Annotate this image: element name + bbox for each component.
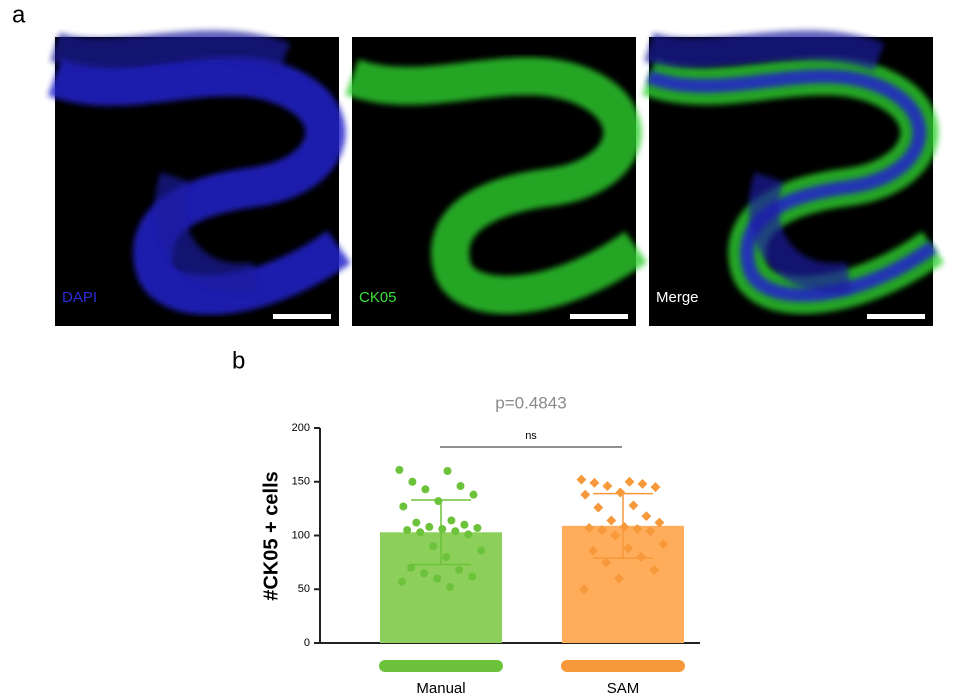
image-label: DAPI — [62, 289, 97, 306]
legend-swatch — [379, 660, 503, 672]
data-point — [447, 516, 456, 525]
data-point — [398, 577, 406, 586]
legend-swatch — [561, 660, 685, 672]
data-point — [469, 490, 478, 499]
data-point — [407, 563, 416, 572]
data-point — [580, 489, 591, 500]
data-point — [455, 565, 464, 574]
data-point — [395, 465, 404, 474]
data-point — [649, 564, 660, 575]
data-point — [464, 530, 473, 539]
data-point — [628, 500, 639, 511]
data-point — [403, 526, 412, 535]
data-point — [589, 477, 600, 488]
data-point — [615, 487, 626, 498]
p-value: p=0.4843 — [495, 393, 566, 412]
data-point — [416, 528, 425, 537]
data-point — [658, 539, 669, 550]
data-point — [601, 557, 612, 568]
data-point — [624, 476, 635, 487]
tissue-signal — [50, 30, 291, 294]
data-point — [399, 502, 408, 511]
data-point — [443, 467, 452, 475]
y-tick-label: 200 — [292, 422, 310, 434]
micrograph: Merge — [642, 30, 945, 326]
panel-label: a — [12, 1, 26, 28]
data-point — [637, 478, 648, 489]
data-point — [412, 518, 421, 527]
data-point — [650, 482, 661, 493]
x-tick-label: Manual — [416, 680, 465, 697]
data-point — [477, 546, 486, 555]
data-point — [451, 527, 460, 536]
data-point — [654, 517, 665, 528]
data-point — [433, 574, 442, 583]
data-point — [429, 542, 438, 551]
data-point — [593, 502, 604, 513]
data-point — [602, 481, 613, 491]
y-axis-label: #CK05 + cells — [260, 471, 282, 601]
data-point — [579, 584, 589, 595]
data-point — [473, 523, 482, 532]
tissue-signal — [646, 69, 938, 302]
data-point — [408, 477, 417, 486]
data-point — [420, 569, 429, 578]
data-point — [442, 553, 451, 561]
data-point — [460, 520, 469, 529]
data-point — [468, 572, 477, 581]
data-point — [584, 523, 595, 533]
data-point — [623, 543, 634, 554]
image-label: Merge — [656, 289, 699, 306]
data-point — [614, 573, 625, 584]
data-point — [636, 552, 647, 562]
data-point — [645, 526, 656, 537]
data-point — [425, 522, 434, 531]
data-point — [641, 511, 652, 522]
micrograph: DAPI — [47, 30, 351, 326]
y-tick-label: 100 — [292, 529, 310, 541]
data-point — [606, 515, 617, 526]
tissue-signal — [644, 30, 885, 294]
micrograph: CK05 — [345, 37, 648, 326]
significance-label: ns — [525, 430, 537, 442]
y-tick-label: 0 — [304, 637, 310, 649]
scale-bar — [570, 314, 628, 319]
y-tick-label: 50 — [298, 583, 310, 595]
data-point — [438, 525, 447, 534]
x-tick-label: SAM — [607, 680, 640, 697]
data-point — [576, 474, 587, 485]
data-point — [446, 583, 455, 592]
data-point — [456, 482, 465, 491]
data-point — [610, 530, 621, 541]
data-point — [597, 525, 608, 536]
scale-bar — [867, 314, 925, 319]
data-point — [421, 485, 430, 494]
data-point — [588, 545, 599, 556]
tissue-signal — [47, 56, 351, 315]
y-tick-label: 150 — [292, 476, 310, 488]
scale-bar — [273, 314, 331, 319]
data-point — [632, 524, 643, 534]
image-label: CK05 — [359, 289, 397, 306]
tissue-signal — [345, 57, 648, 314]
panel-label: b — [232, 347, 245, 374]
data-point — [619, 521, 630, 532]
